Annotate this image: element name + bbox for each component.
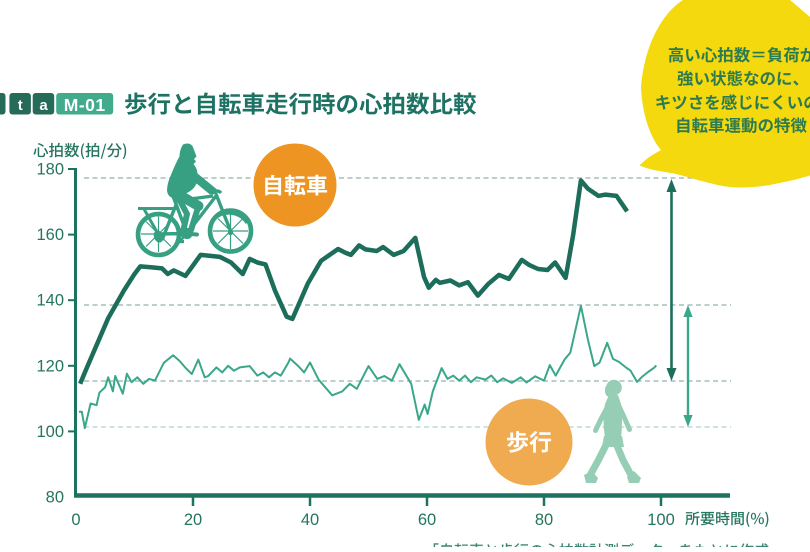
svg-text:160: 160 xyxy=(36,226,64,244)
svg-text:a: a xyxy=(39,97,48,114)
svg-text:180: 180 xyxy=(36,161,64,179)
svg-text:20: 20 xyxy=(184,511,202,529)
svg-text:100: 100 xyxy=(647,511,675,529)
svg-text:0: 0 xyxy=(71,511,80,529)
svg-text:M-01: M-01 xyxy=(64,95,106,115)
svg-text:120: 120 xyxy=(36,357,64,375)
svg-text:80: 80 xyxy=(46,489,64,507)
svg-text:t: t xyxy=(18,97,23,114)
svg-text:100: 100 xyxy=(36,423,64,441)
svg-text:140: 140 xyxy=(36,292,64,310)
svg-text:60: 60 xyxy=(418,511,436,529)
svg-text:40: 40 xyxy=(301,511,319,529)
svg-text:80: 80 xyxy=(535,511,553,529)
